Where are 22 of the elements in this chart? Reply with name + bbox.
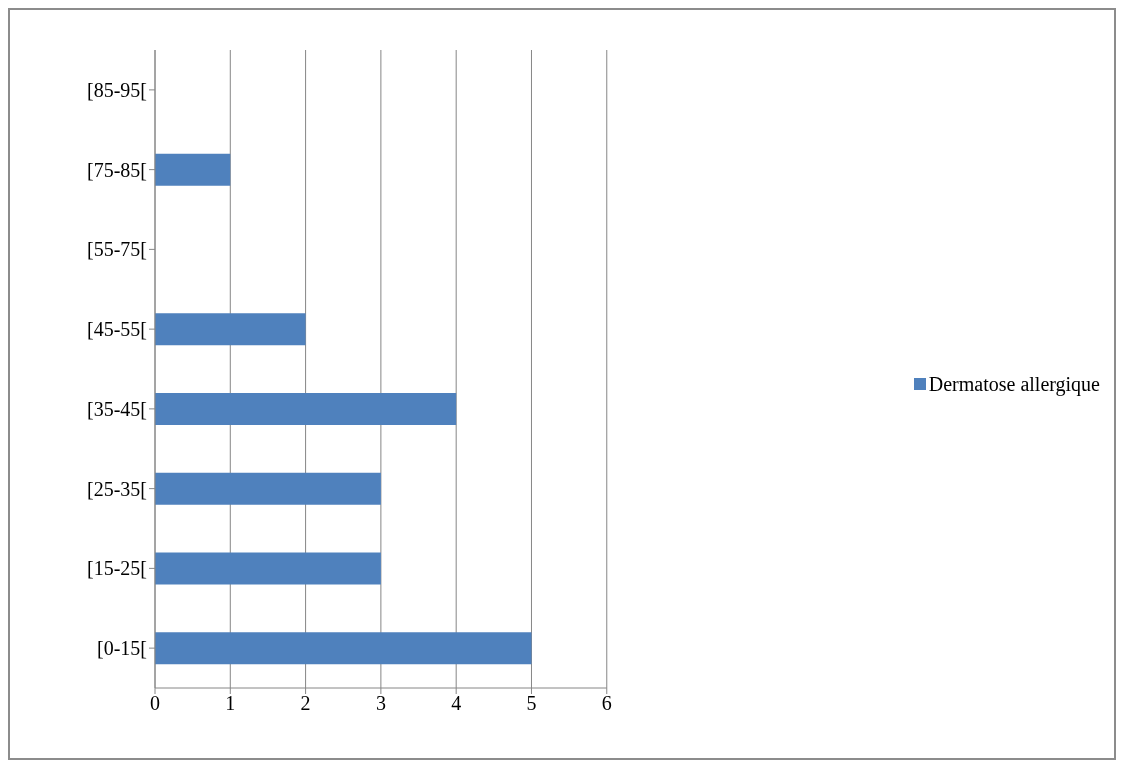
y-tick-label: [35-45[	[87, 397, 147, 420]
bar	[155, 313, 306, 346]
y-tick-label: [15-25[	[87, 557, 147, 580]
bar	[155, 552, 381, 585]
bar	[155, 472, 381, 505]
x-tick-label: 0	[150, 692, 160, 715]
x-tick-label: 1	[225, 692, 236, 715]
bar	[155, 153, 231, 186]
legend-label: Dermatose allergique	[928, 372, 1100, 396]
bar	[155, 393, 457, 425]
x-tick-label: 6	[601, 692, 612, 715]
x-tick-label: 2	[300, 692, 311, 715]
y-tick-label: [75-85[	[87, 158, 147, 181]
x-tick-label: 4	[451, 692, 462, 715]
y-tick-label: [45-55[	[87, 318, 147, 341]
x-tick-label: 5	[526, 692, 537, 715]
y-tick-label: [55-75[	[87, 238, 147, 261]
y-tick-label: [0-15[	[97, 637, 147, 660]
y-tick-label: [85-95[	[87, 78, 147, 101]
x-tick-label: 3	[375, 692, 386, 715]
bar	[155, 632, 532, 665]
y-tick-label: [25-35[	[87, 477, 147, 500]
